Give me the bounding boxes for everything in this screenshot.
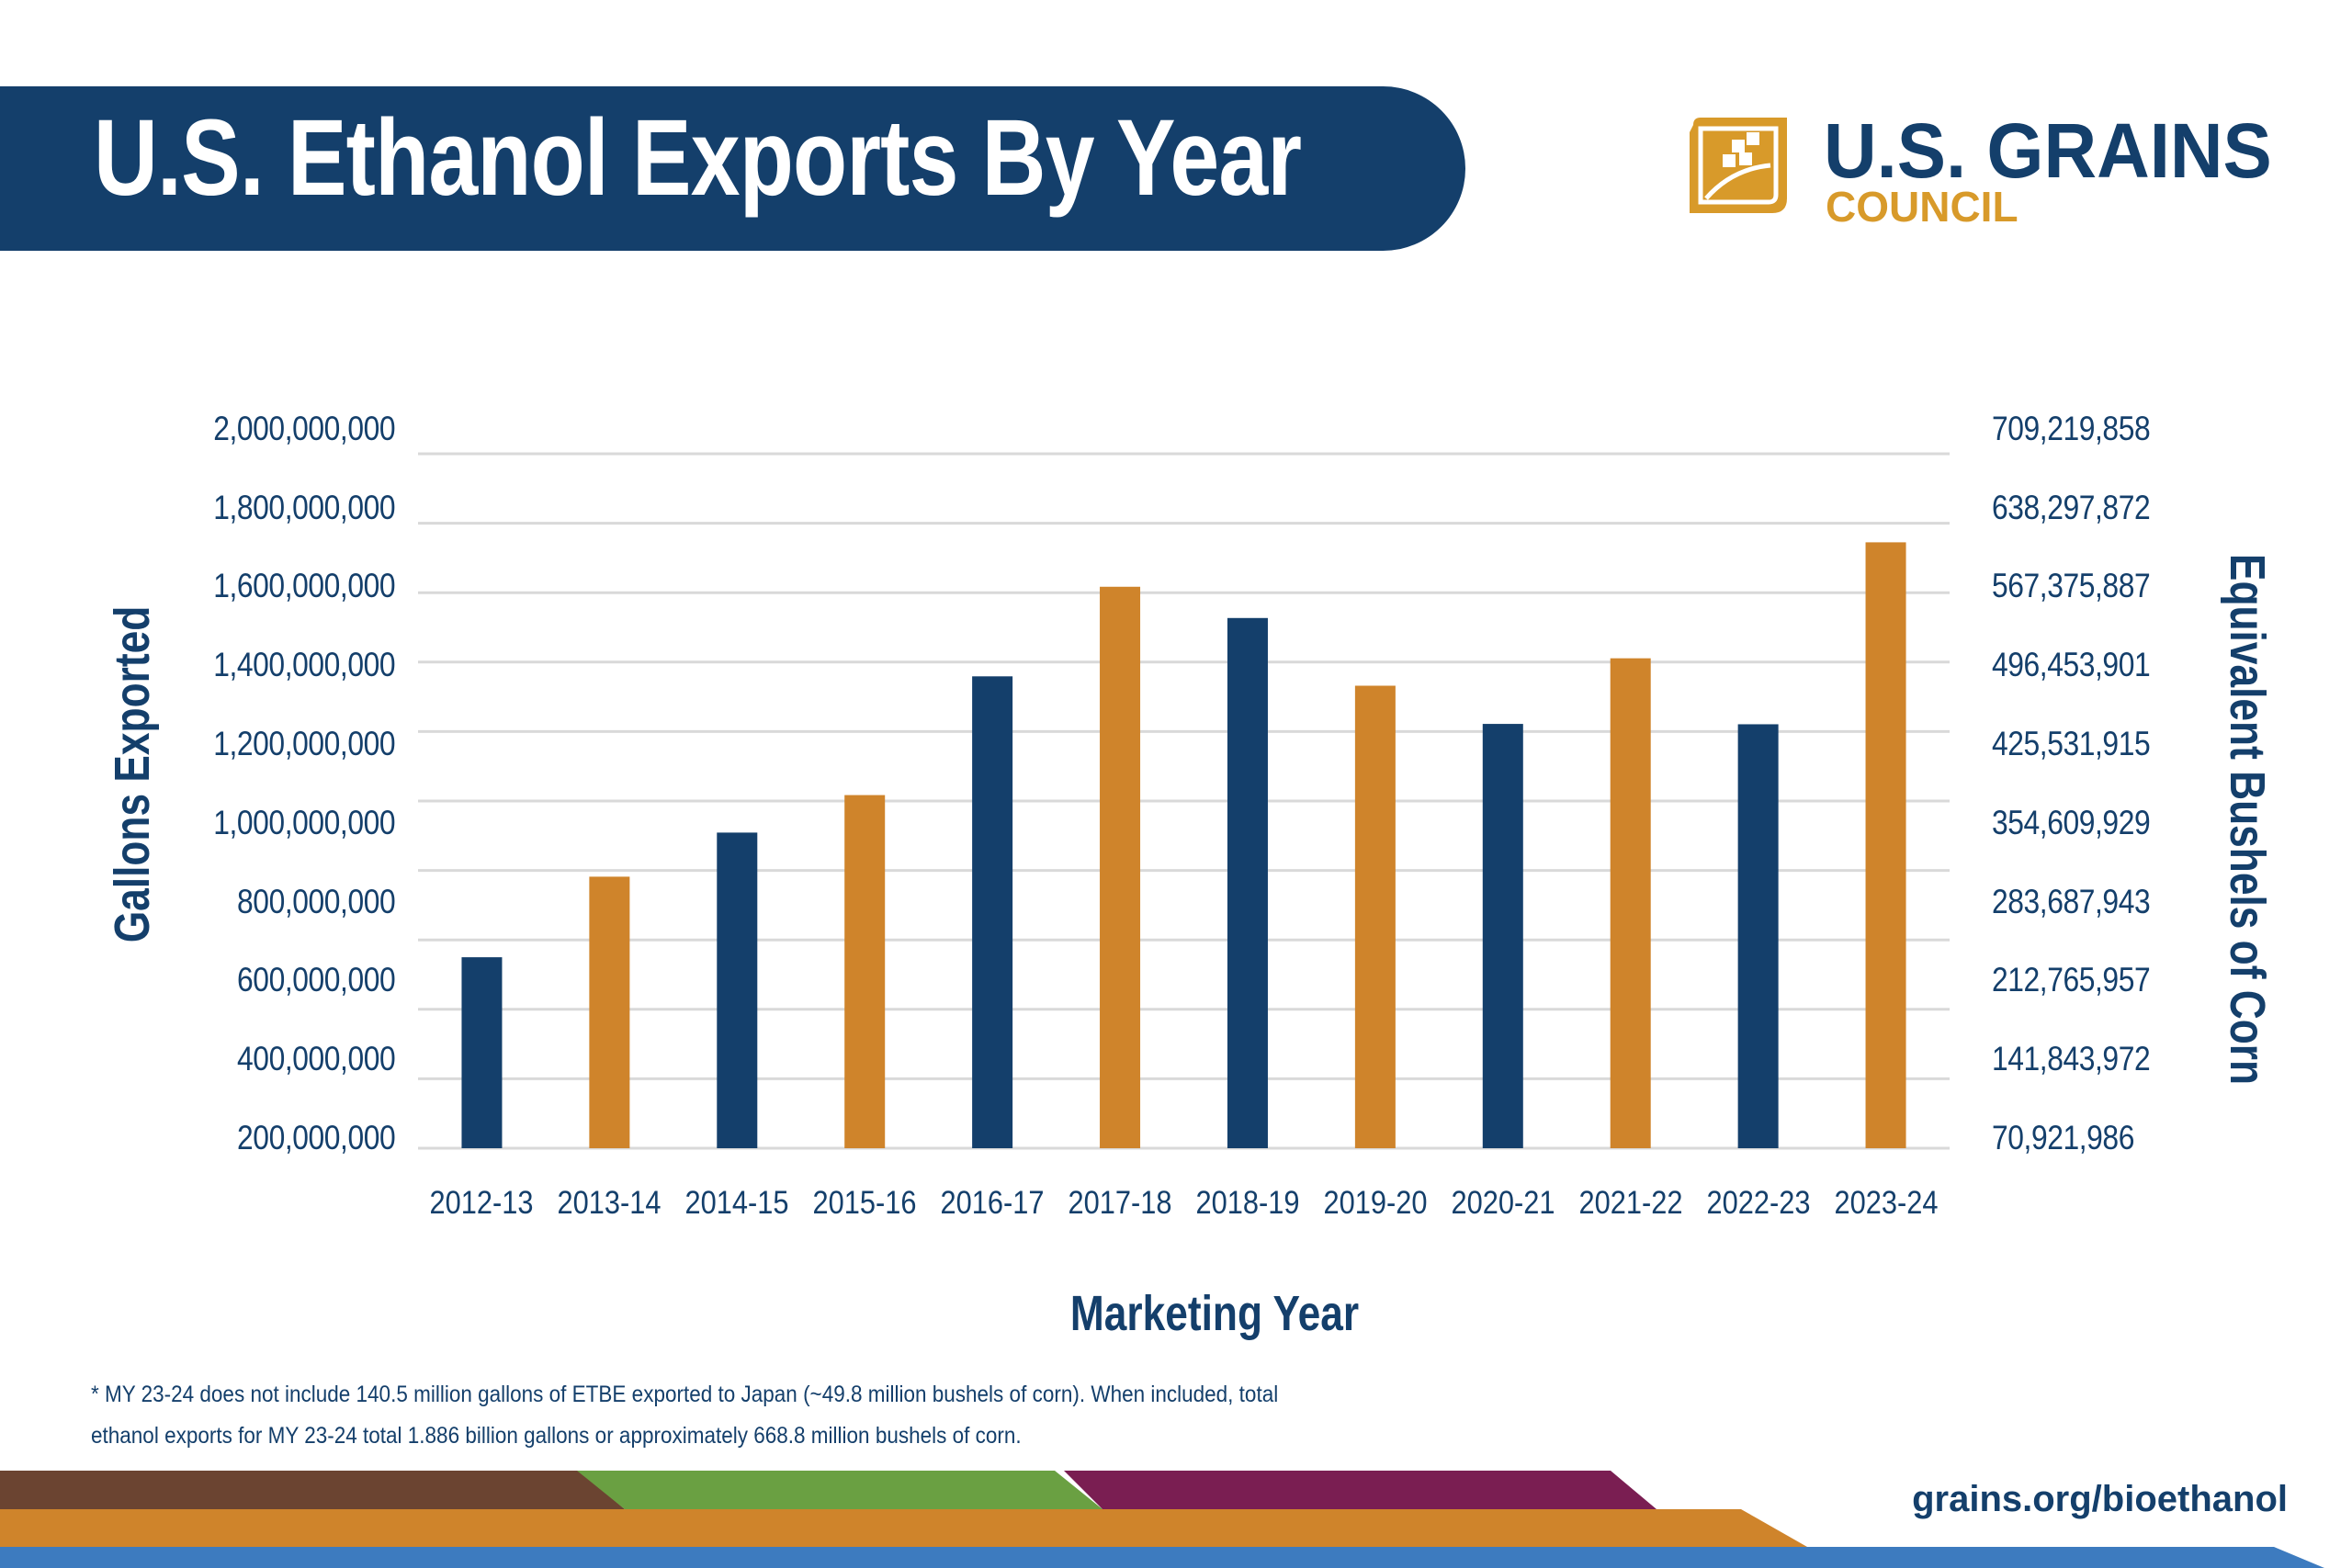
y-right-tick-label: 496,453,901: [1992, 646, 2151, 684]
y-left-tick-label: 200,000,000: [236, 1119, 396, 1156]
y-axis-left-title: Gallons Exported: [105, 605, 160, 943]
stripe-blue: [0, 1547, 2324, 1568]
bar-2023-24: [1865, 542, 1906, 1148]
footnote-line2: ethanol exports for MY 23-24 total 1.886…: [91, 1423, 1022, 1449]
y-left-tick-label: 600,000,000: [236, 961, 396, 999]
x-tick-label: 2014-15: [684, 1185, 789, 1221]
y-left-tick-label: 1,800,000,000: [213, 488, 395, 526]
y-right-tick-label: 425,531,915: [1992, 725, 2151, 762]
y-axis-right-title: Equivalent Bushels of Corn: [2220, 553, 2275, 1086]
stripe-brown: [0, 1471, 625, 1509]
stripe-purple: [1064, 1471, 1657, 1509]
y-right-tick-label: 141,843,972: [1992, 1040, 2151, 1078]
y-right-tick-label: 709,219,858: [1992, 409, 2151, 447]
y-left-tick-label: 2,000,000,000: [213, 409, 395, 447]
bar-2022-23: [1737, 724, 1779, 1148]
x-tick-label: 2015-16: [812, 1185, 917, 1221]
bar-2018-19: [1227, 617, 1268, 1148]
bar-2012-13: [461, 957, 503, 1148]
bar-2021-22: [1610, 658, 1651, 1148]
x-tick-label: 2012-13: [429, 1185, 534, 1221]
bar-2014-15: [717, 832, 758, 1148]
y-right-tick-label: 283,687,943: [1992, 882, 2151, 920]
y-right-tick-label: 354,609,929: [1992, 803, 2151, 841]
bar-2020-21: [1482, 724, 1523, 1148]
bar-2016-17: [972, 676, 1013, 1148]
y-right-tick-label: 212,765,957: [1992, 961, 2151, 999]
bar-2013-14: [589, 876, 630, 1148]
x-tick-label: 2021-22: [1578, 1185, 1683, 1221]
y-right-tick-label: 567,375,887: [1992, 567, 2151, 605]
y-left-tick-label: 1,400,000,000: [213, 646, 395, 684]
y-left-tick-label: 400,000,000: [236, 1040, 396, 1078]
x-axis-title: Marketing Year: [1069, 1286, 1360, 1341]
stripe-green: [577, 1471, 1102, 1509]
x-tick-label: 2017-18: [1068, 1185, 1172, 1221]
stripe-orange: [0, 1509, 1807, 1547]
x-tick-label: 2016-17: [940, 1185, 1045, 1221]
y-left-tick-label: 1,200,000,000: [213, 725, 395, 762]
logo-text-line1: U.S. GRAINS: [1824, 107, 2272, 194]
y-left-tick-label: 1,600,000,000: [213, 567, 395, 605]
x-tick-label: 2018-19: [1195, 1185, 1300, 1221]
y-left-tick-label: 1,000,000,000: [213, 803, 395, 841]
y-right-tick-label: 638,297,872: [1992, 488, 2151, 526]
x-tick-label: 2020-21: [1451, 1185, 1555, 1221]
bar-2017-18: [1100, 586, 1141, 1148]
x-tick-label: 2013-14: [557, 1185, 662, 1221]
page-title: U.S. Ethanol Exports By Year: [94, 97, 1302, 219]
bar-2015-16: [844, 795, 886, 1148]
website-link[interactable]: grains.org/bioethanol: [1912, 1479, 2288, 1519]
y-left-tick-label: 800,000,000: [236, 882, 396, 920]
footnote-line1: * MY 23-24 does not include 140.5 millio…: [91, 1382, 1279, 1407]
x-tick-label: 2023-24: [1834, 1185, 1939, 1221]
title-banner: [0, 86, 1465, 251]
x-tick-label: 2019-20: [1323, 1185, 1428, 1221]
bar-2019-20: [1354, 685, 1396, 1148]
y-right-tick-label: 70,921,986: [1992, 1119, 2134, 1156]
x-tick-label: 2022-23: [1706, 1185, 1811, 1221]
logo-text-line2: COUNCIL: [1826, 183, 2018, 231]
grains-council-leaf-icon: [1690, 118, 1787, 213]
